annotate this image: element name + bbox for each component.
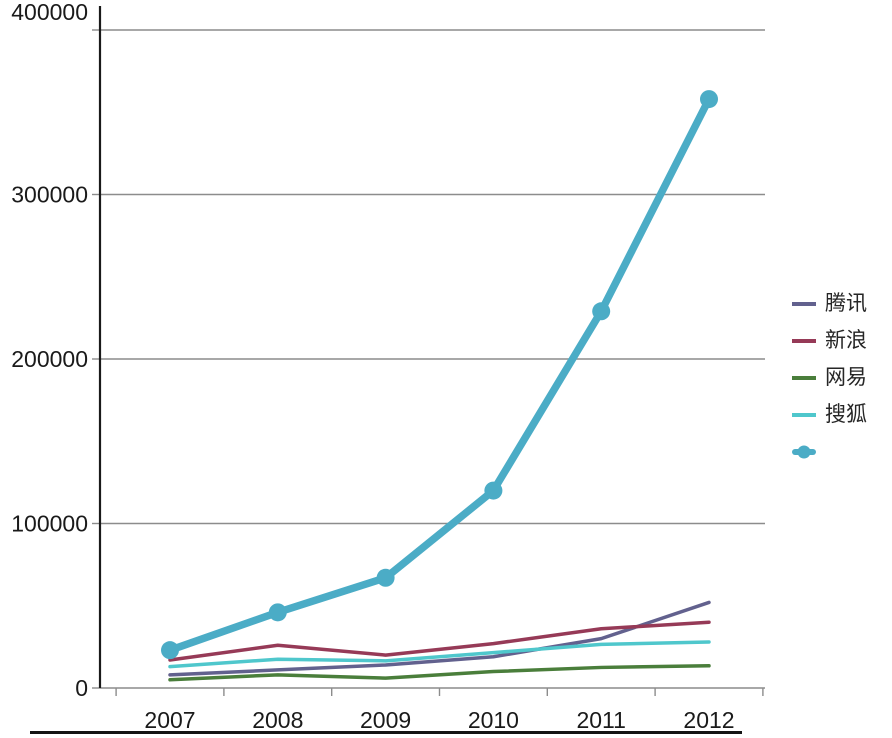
legend-item-series5 [792,433,867,470]
legend-item-sina: 新浪 [792,322,867,359]
legend-marker-dot [797,445,811,458]
svg-text:2009: 2009 [360,707,411,733]
svg-text:300000: 300000 [11,182,88,208]
legend-item-netease: 网易 [792,359,867,396]
svg-text:2010: 2010 [468,707,519,733]
svg-text:200000: 200000 [11,346,88,372]
bottom-border-line [30,731,742,734]
legend-swatch-sina [792,333,816,348]
legend-item-tencent: 腾讯 [792,285,867,322]
svg-text:100000: 100000 [11,511,88,537]
legend-swatch-tencent [792,296,816,311]
legend-label-sina: 新浪 [825,329,867,352]
legend-item-sohu: 搜狐 [792,396,867,433]
svg-text:2012: 2012 [683,707,734,733]
svg-text:0: 0 [75,675,88,701]
legend-swatch-sohu [792,407,816,422]
svg-text:2008: 2008 [252,707,303,733]
svg-text:2007: 2007 [144,707,195,733]
svg-text:2011: 2011 [576,707,625,733]
chart-legend: 腾讯 新浪 网易 搜狐 [792,285,867,470]
legend-swatch-netease [792,370,816,385]
legend-label-netease: 网易 [825,366,867,389]
legend-swatch-series5 [792,444,816,459]
svg-text:400000: 400000 [11,0,88,25]
legend-label-sohu: 搜狐 [825,403,867,426]
legend-label-tencent: 腾讯 [825,292,867,315]
